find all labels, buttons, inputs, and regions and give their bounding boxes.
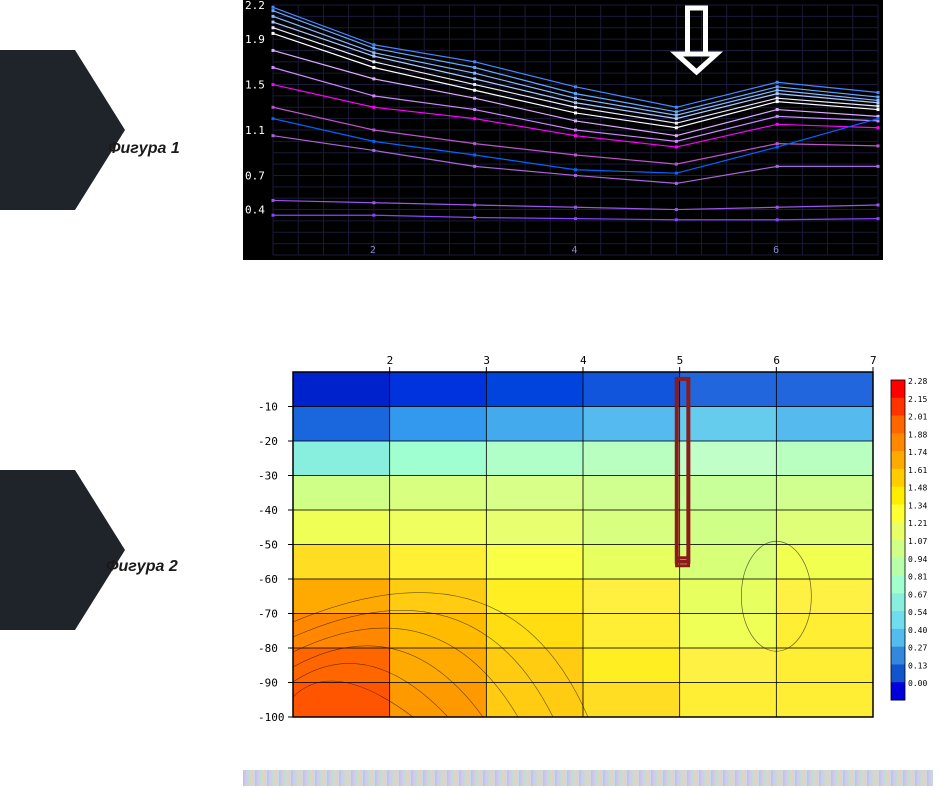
svg-text:-70: -70 (258, 608, 278, 621)
svg-text:1.61: 1.61 (908, 466, 927, 475)
fig1-svg: 0.4 0.7 1.1 1.5 1.9 2.2 2 4 6 (243, 0, 883, 260)
svg-text:2.2: 2.2 (245, 0, 265, 12)
svg-text:-80: -80 (258, 642, 278, 655)
svg-text:0.27: 0.27 (908, 644, 927, 653)
svg-text:-100: -100 (258, 711, 285, 724)
svg-text:0.81: 0.81 (908, 573, 927, 582)
fig2-svg: 2 3 4 5 6 7 -10 -20 -30 -40 -50 -60 -70 -80 -90 -100 2.2… (243, 350, 933, 730)
svg-text:2: 2 (370, 245, 376, 256)
fig1-label: Фигура 1 (108, 140, 180, 158)
svg-text:5: 5 (677, 354, 684, 367)
svg-text:1.48: 1.48 (908, 484, 927, 493)
svg-text:1.88: 1.88 (908, 430, 927, 439)
svg-text:4: 4 (580, 354, 587, 367)
svg-text:3: 3 (483, 354, 490, 367)
svg-text:0.54: 0.54 (908, 608, 927, 617)
svg-text:0.7: 0.7 (245, 169, 265, 182)
svg-text:2.15: 2.15 (908, 395, 927, 404)
svg-text:1.74: 1.74 (908, 448, 927, 457)
svg-text:2.28: 2.28 (908, 377, 927, 386)
svg-text:-30: -30 (258, 470, 278, 483)
svg-text:2.01: 2.01 (908, 413, 927, 422)
svg-text:2: 2 (387, 354, 394, 367)
svg-text:1.07: 1.07 (908, 537, 927, 546)
svg-text:0.67: 0.67 (908, 590, 927, 599)
svg-text:0.4: 0.4 (245, 204, 265, 217)
svg-text:0.40: 0.40 (908, 626, 927, 635)
svg-text:-90: -90 (258, 677, 278, 690)
svg-text:6: 6 (773, 245, 779, 256)
svg-text:-50: -50 (258, 539, 278, 552)
svg-text:7: 7 (870, 354, 877, 367)
svg-text:0.13: 0.13 (908, 661, 927, 670)
figure-2-heatmap: 2 3 4 5 6 7 -10 -20 -30 -40 -50 -60 -70 -80 -90 -100 2.2… (243, 350, 933, 730)
noise-strip (243, 770, 933, 786)
svg-text:1.1: 1.1 (245, 124, 265, 137)
svg-text:-40: -40 (258, 504, 278, 517)
svg-text:-10: -10 (258, 401, 278, 414)
fig2-label: Фигура 2 (106, 558, 178, 576)
svg-text:-60: -60 (258, 573, 278, 586)
svg-text:0.94: 0.94 (908, 555, 927, 564)
svg-text:4: 4 (572, 245, 578, 256)
svg-text:6: 6 (773, 354, 780, 367)
fig2-pointer-shape (0, 470, 75, 630)
svg-text:1.5: 1.5 (245, 79, 265, 92)
svg-text:1.9: 1.9 (245, 33, 265, 46)
svg-text:0.00: 0.00 (908, 679, 927, 688)
svg-text:-20: -20 (258, 435, 278, 448)
fig1-pointer-shape (0, 50, 75, 210)
figure-1-line-chart: 0.4 0.7 1.1 1.5 1.9 2.2 2 4 6 (243, 0, 883, 260)
svg-text:1.34: 1.34 (908, 501, 927, 510)
svg-text:1.21: 1.21 (908, 519, 927, 528)
